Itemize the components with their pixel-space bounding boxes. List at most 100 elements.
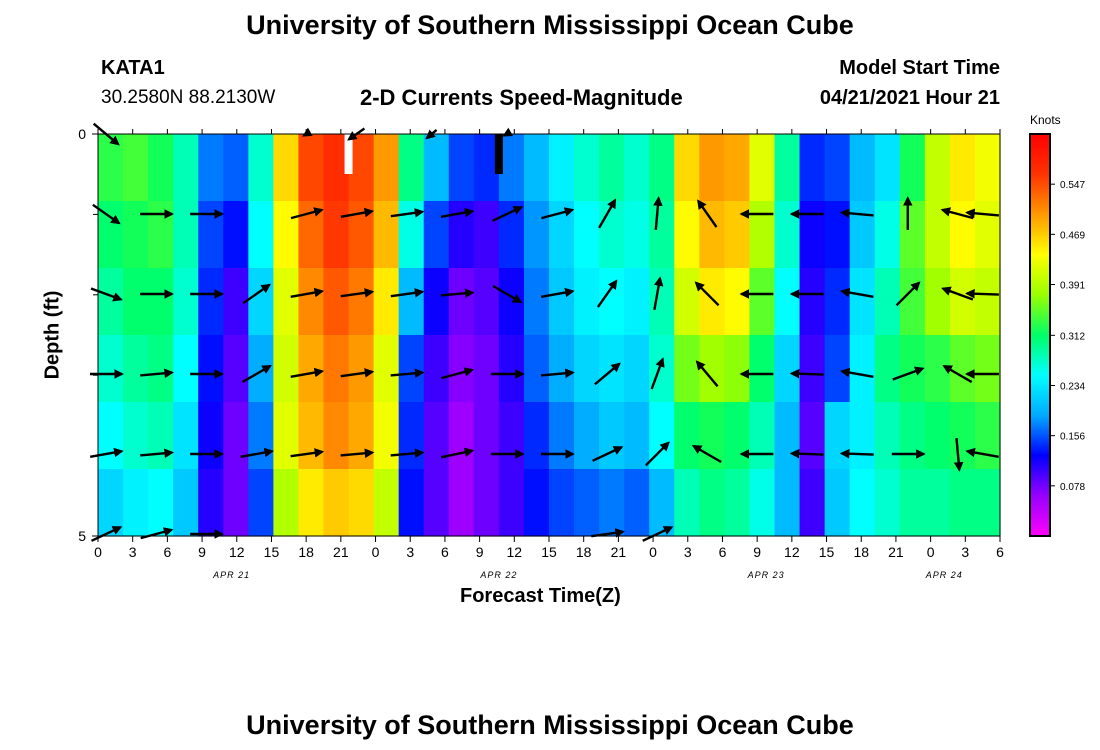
current-vector [540,287,575,298]
current-vector [390,448,425,459]
markers-layer [344,134,503,174]
heatmap-cell [398,268,425,336]
heatmap-cell [899,469,926,537]
heatmap-cell [173,201,199,269]
heatmap-cell [674,201,700,269]
heatmap-cell [874,134,901,202]
heatmap-cell [423,335,450,403]
heatmap-cell [974,469,1001,537]
heatmap-cell [874,469,901,537]
x-tick-label: 21 [333,544,349,560]
heatmap-cell [498,335,525,403]
heatmap-cell [98,335,124,403]
heatmap-cell [498,469,525,537]
heatmap-cell [448,335,475,403]
current-vector [290,448,325,458]
colorbar-tick-label: 0.234 [1060,381,1085,392]
heatmap-cell [924,402,951,470]
current-vector [642,526,674,542]
heatmap-cell [799,134,826,202]
station-coordinates: 30.2580N 88.2130W [101,87,276,108]
current-vector [596,279,618,308]
heatmap-cell [974,335,1001,403]
heatmap-cell [398,402,425,470]
current-vector [965,288,999,299]
heatmap-cell [373,201,400,269]
heatmap-cell [849,335,876,403]
heatmap-cell [874,201,901,269]
heatmap-cell [273,402,300,470]
heatmap-cell [148,469,174,537]
heatmap-cell [273,469,300,537]
heatmap-cell [699,469,725,537]
heatmap-cell [899,134,926,202]
heatmap-cell [173,268,199,336]
heatmap-cell [574,335,600,403]
station-id: KATA1 [101,57,165,79]
colorbar: 0.547 0.469 0.391 0.312 0.234 0.156 0.078 [1029,133,1085,537]
current-vector [440,367,475,380]
heatmap-cell [498,402,525,470]
heatmap-cell [899,402,926,470]
heatmap-cell [749,201,776,269]
heatmap-cell [674,268,700,336]
heatmap-cell [624,335,650,403]
heatmap-cell [799,402,826,470]
current-vector [541,207,575,220]
current-vector [789,368,824,379]
colorbar-tick-label: 0.547 [1060,180,1085,191]
current-vector [390,288,425,298]
heatmap-cell [824,268,851,336]
heatmap-cell [649,469,675,537]
heatmap-cell [974,402,1001,470]
heatmap-cell [724,335,751,403]
heatmap-cell [148,335,174,403]
heatmap-cell [574,469,600,537]
heatmap-cell [574,201,600,269]
heatmap-cell [899,201,926,269]
current-vectors [89,122,1000,542]
x-tick-label: 0 [649,544,657,560]
heatmap-cell [448,268,475,336]
heatmap-cell [899,268,926,336]
heatmap-cell [323,469,350,537]
x-tick-label: 21 [888,544,904,560]
heatmap-cell [298,402,325,470]
heatmap-cell [223,402,249,470]
heatmap-cell [198,402,224,470]
heatmap-cell [724,469,751,537]
heatmap-cell [549,402,575,470]
model-start-value: 04/21/2021 Hour 21 [819,87,1000,109]
heatmap-cell [423,402,450,470]
heatmap-cell [348,134,375,202]
heatmap-cell [849,402,876,470]
heatmap-cell [373,134,400,202]
colorbar-tick-label: 0.469 [1060,230,1085,241]
x-tick-label: 21 [611,544,627,560]
marker-white [344,134,353,174]
current-vector [965,447,999,458]
current-vector [591,528,625,538]
heatmap-cell [824,134,851,202]
current-vector [653,196,663,231]
current-vector [340,368,375,378]
heatmap-cell [599,402,625,470]
heatmap-cell [699,201,725,269]
heatmap-cell [799,469,826,537]
current-vector [840,367,874,378]
heatmap-cell [298,268,325,336]
current-vector [340,288,375,298]
heatmap-cell [173,335,199,403]
heatmap-cell [173,134,199,202]
x-tick-label: 6 [996,544,1004,560]
heatmap-cell [348,469,375,537]
heatmap-cell [98,469,124,537]
heatmap-cell [549,335,575,403]
y-axis: 05 [78,126,98,544]
heatmap-cell [599,469,625,537]
heatmap-cell [949,268,976,336]
current-vector [340,448,375,459]
current-vector [92,203,121,225]
heatmap-cell [649,201,675,269]
